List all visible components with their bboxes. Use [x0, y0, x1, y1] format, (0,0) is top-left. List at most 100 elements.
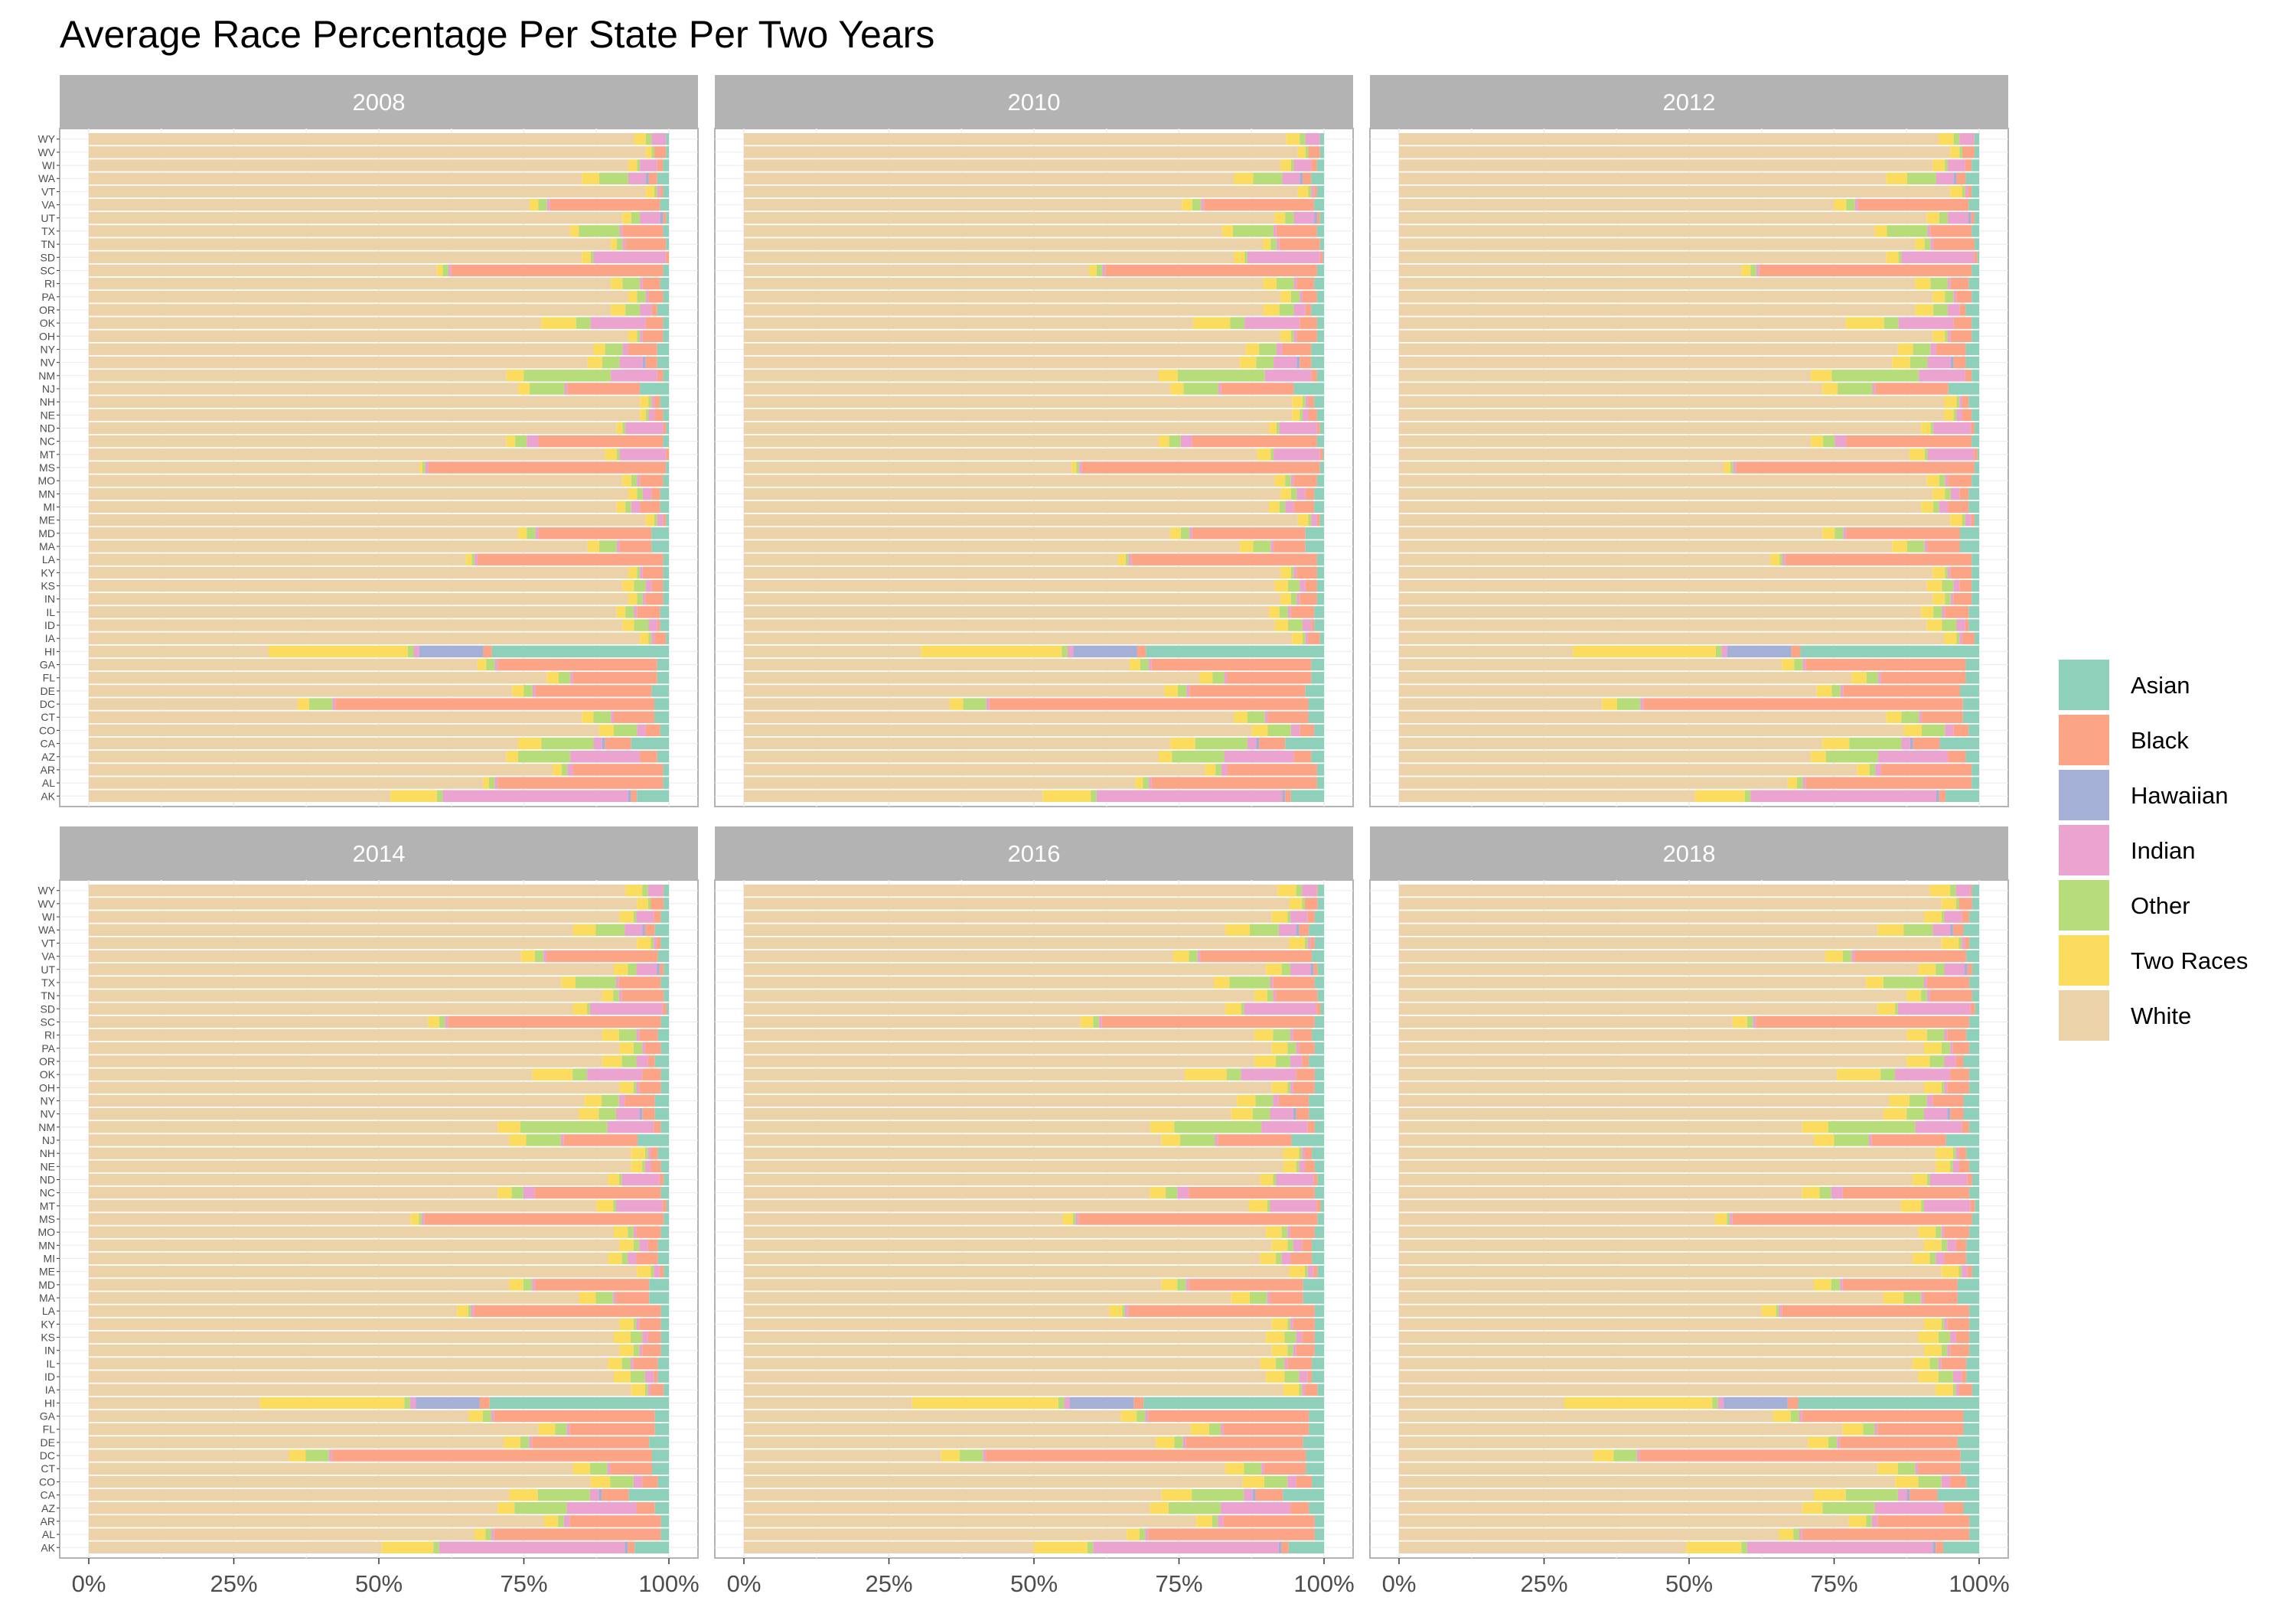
bar-segment-2014-VA-other [534, 950, 544, 963]
bar-segment-2010-NV-hawaiian [1296, 356, 1300, 369]
x-tick-label: 75% [1810, 1570, 1857, 1597]
bar-segment-2014-MI-white [89, 1252, 608, 1265]
bar-segment-2012-OK-black [1953, 317, 1972, 329]
bar-segment-2012-ND-indian [1933, 422, 1971, 435]
bar-segment-2018-AZ-black [1944, 1502, 1964, 1514]
bar-segment-2016-CA-two-races [1161, 1488, 1192, 1501]
bar-segment-2016-AZ-other [1168, 1502, 1221, 1514]
y-tick-label: IN [44, 1345, 55, 1357]
bar-segment-2008-ID-indian [648, 619, 657, 631]
bar-segment-2018-OK-black [1950, 1068, 1970, 1081]
bar-segment-2012-DC-indian [1640, 698, 1644, 710]
bar-segment-2014-VT-white [89, 937, 638, 950]
bar-segment-2014-OR-two-races [602, 1055, 622, 1068]
bar-segment-2016-NM-two-races [1150, 1121, 1175, 1133]
bar-segment-2018-WA-asian [1963, 924, 1979, 936]
bar-segment-2018-NE-asian [1969, 1160, 1979, 1173]
bar-segment-2018-VT-two-races [1941, 937, 1959, 950]
bar-segment-2010-MN-indian [1296, 487, 1306, 500]
bar-segment-2012-ID-other [1942, 619, 1957, 631]
bar-segment-2012-AR-two-races [1857, 764, 1870, 776]
bar-segment-2012-VT-indian [1965, 185, 1968, 198]
bar-segment-2016-MS-two-races [1062, 1213, 1073, 1225]
bar-segment-2018-SD-other [1895, 1002, 1898, 1015]
bar-segment-2012-ID-indian [1956, 619, 1965, 631]
bar-segment-2010-ND-white [744, 422, 1269, 435]
bar-segment-2016-ND-two-races [1260, 1173, 1274, 1186]
bar-segment-2010-NC-two-races [1158, 435, 1169, 448]
bar-segment-2008-NV-indian [619, 356, 643, 369]
bar-segment-2014-NJ-indian [561, 1134, 564, 1146]
bar-segment-2014-DC-other [305, 1449, 329, 1462]
bar-segment-2012-IN-black [1953, 592, 1972, 605]
bar-segment-2018-MS-other [1727, 1213, 1730, 1225]
bar-segment-2010-KS-other [1288, 579, 1300, 592]
bar-segment-2014-HI-indian [409, 1397, 416, 1410]
bar-segment-2012-DE-black [1843, 685, 1960, 697]
bar-segment-2016-IA-white [744, 1384, 1283, 1396]
bar-segment-2008-NE-white [89, 409, 641, 422]
bar-segment-2012-RI-white [1399, 277, 1916, 290]
bar-segment-2008-AK-black [631, 790, 638, 802]
bar-segment-2008-CO-white [89, 724, 600, 737]
bar-segment-2016-ID-two-races [1266, 1371, 1285, 1383]
bar-segment-2018-IL-indian [1938, 1358, 1942, 1370]
bar-segment-2016-KS-asian [1314, 1331, 1324, 1344]
bar-segment-2010-NC-other [1169, 435, 1181, 448]
bar-segment-2008-DC-indian [332, 698, 336, 710]
bar-segment-2010-NH-black [1308, 396, 1315, 408]
y-tick-label: WI [42, 911, 55, 923]
bar-segment-2008-IN-other [637, 592, 643, 605]
bar-segment-2016-AK-indian [1093, 1541, 1279, 1553]
bar-segment-2014-ND-two-races [608, 1173, 619, 1186]
bar-segment-2012-NV-white [1399, 356, 1893, 369]
bar-segment-2008-MT-two-races [605, 448, 617, 461]
bar-segment-2014-AR-two-races [544, 1515, 559, 1527]
bar-segment-2016-WI-white [744, 911, 1272, 923]
bar-segment-2016-MO-black [1290, 1226, 1315, 1238]
bar-segment-2014-MS-other [419, 1213, 422, 1225]
bar-segment-2016-WV-other [1302, 898, 1305, 910]
bar-segment-2018-PA-other [1941, 1042, 1951, 1054]
bar-segment-2016-MA-asian [1303, 1292, 1324, 1304]
bar-segment-2014-CO-black [642, 1475, 658, 1488]
bar-segment-2010-SC-black [1105, 264, 1317, 277]
bar-segment-2018-ND-white [1399, 1173, 1913, 1186]
bar-segment-2008-IL-two-races [616, 606, 626, 618]
bar-segment-2016-DC-other [959, 1449, 983, 1462]
bar-segment-2008-WV-black [654, 146, 667, 158]
y-tick-label: AL [42, 1528, 55, 1540]
bar-segment-2018-RI-black [1947, 1028, 1967, 1041]
bar-segment-2012-MT-indian [1927, 448, 1975, 461]
bar-segment-2016-WY-asian [1317, 885, 1324, 897]
bar-segment-2014-FL-white [89, 1423, 539, 1436]
bar-segment-2008-HI-indian [413, 645, 420, 658]
y-tick-label: HI [44, 1397, 55, 1409]
bar-segment-2012-CA-hawaiian [1910, 737, 1913, 750]
bar-segment-2018-MA-two-races [1883, 1292, 1904, 1304]
bar-segment-2014-MN-other [633, 1239, 640, 1252]
bar-segment-2012-AR-other [1869, 764, 1876, 776]
bar-segment-2010-NM-white [744, 370, 1159, 382]
bar-segment-2016-AR-asian [1314, 1515, 1324, 1527]
bar-segment-2016-MI-white [744, 1252, 1261, 1265]
bar-segment-2012-VT-white [1399, 185, 1951, 198]
bar-segment-2016-WV-black [1304, 898, 1318, 910]
bar-segment-2014-DC-indian [328, 1449, 332, 1462]
bar-segment-2012-DE-two-races [1816, 685, 1832, 697]
bar-segment-2014-KS-two-races [613, 1331, 631, 1344]
bar-segment-2016-NH-white [744, 1147, 1283, 1159]
bar-segment-2008-MN-indian [642, 487, 652, 500]
y-tick-label: PA [41, 1042, 55, 1054]
bar-segment-2018-AK-indian [1746, 1541, 1933, 1553]
bar-segment-2018-MA-indian [1921, 1292, 1924, 1304]
legend-key-white [2059, 990, 2109, 1041]
bar-segment-2014-MN-white [89, 1239, 620, 1252]
bar-segment-2018-IA-indian [1955, 1384, 1959, 1396]
bar-segment-2016-MS-other [1072, 1213, 1076, 1225]
bar-segment-2014-SC-indian [445, 1015, 448, 1028]
bar-segment-2008-ID-other [634, 619, 649, 631]
bar-segment-2014-ME-other [651, 1265, 654, 1278]
bar-segment-2012-HI-hawaiian [1727, 645, 1792, 658]
bar-segment-2012-IL-two-races [1921, 606, 1934, 618]
